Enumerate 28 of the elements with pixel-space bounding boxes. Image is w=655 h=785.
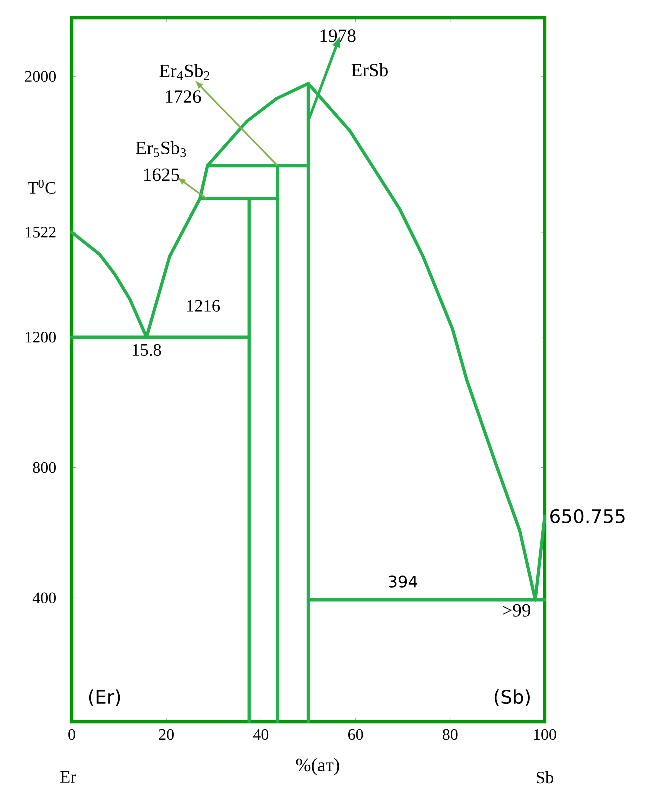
annotation: 650.755 bbox=[550, 509, 625, 524]
annotation: (Sb) bbox=[494, 690, 530, 706]
x-tick-label: 40 bbox=[254, 729, 269, 740]
annotation: Er$_{5}$Sb$_{3}$ bbox=[136, 141, 186, 158]
y-tick-label: 800 bbox=[33, 462, 56, 474]
x-tick-label: 80 bbox=[443, 729, 458, 740]
x-tick-label: 60 bbox=[348, 729, 364, 740]
y-tick-label: 1200 bbox=[26, 332, 56, 343]
annotation: Er$_{4}$Sb$_{2}$ bbox=[160, 64, 210, 80]
y-tick-label: 2000 bbox=[25, 71, 56, 82]
annotation: 1978 bbox=[320, 30, 356, 42]
y-tick-label: 1522 bbox=[26, 227, 56, 238]
annotation: 1625 bbox=[144, 168, 180, 182]
annotation: ErSb bbox=[352, 64, 388, 77]
annotation: (Er) bbox=[89, 690, 120, 706]
annotation: 1726 bbox=[166, 90, 202, 104]
text: Er bbox=[60, 771, 76, 783]
text: Sb bbox=[536, 771, 554, 784]
x-axis-title: %(aт) bbox=[296, 758, 340, 776]
annotation: 15.8 bbox=[133, 344, 162, 356]
x-tick-label: 0 bbox=[68, 729, 76, 740]
x-tick-label: 100 bbox=[534, 729, 556, 740]
y-axis-title: T$^{0}$C bbox=[28, 180, 56, 194]
x-tick-label: 20 bbox=[159, 729, 174, 740]
annotation: 1216 bbox=[187, 300, 220, 312]
annotation: 394 bbox=[389, 576, 418, 588]
annotation: >99 bbox=[503, 604, 531, 617]
y-tick-label: 400 bbox=[32, 592, 56, 604]
